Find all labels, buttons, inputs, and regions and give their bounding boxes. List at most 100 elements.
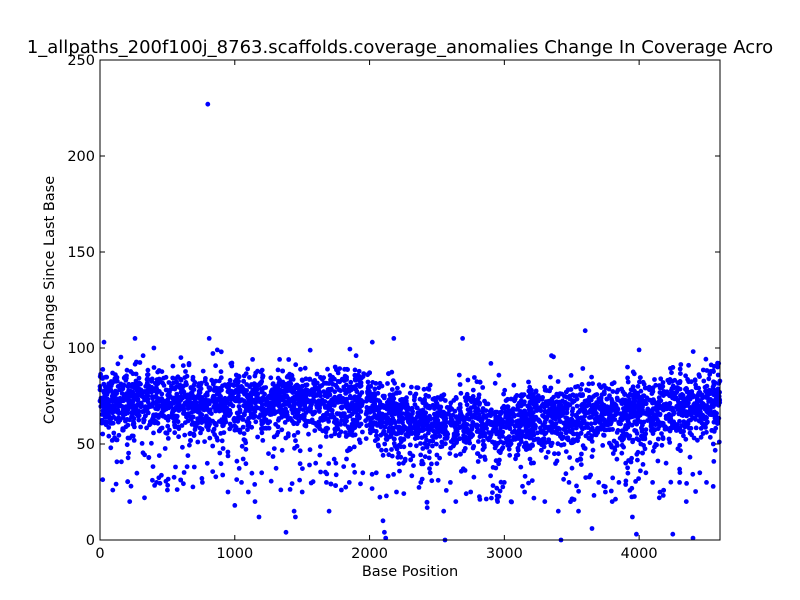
data-point [522, 473, 528, 479]
data-point [715, 421, 720, 426]
data-point [704, 383, 710, 389]
data-point [649, 428, 654, 433]
data-point [125, 384, 131, 389]
data-point [240, 456, 246, 462]
data-point [388, 405, 394, 410]
data-point [690, 535, 696, 541]
data-point [453, 396, 459, 401]
data-point [125, 455, 131, 461]
data-point [639, 411, 645, 416]
data-point [636, 476, 641, 481]
data-point [331, 456, 337, 462]
data-point [219, 438, 225, 444]
data-point [500, 445, 506, 450]
data-point [463, 491, 469, 497]
data-point [512, 423, 518, 428]
data-point [306, 431, 311, 437]
data-point [672, 377, 678, 383]
data-point [703, 425, 708, 430]
data-point [210, 351, 216, 356]
data-point [458, 390, 464, 396]
data-point [667, 428, 673, 434]
data-point [614, 389, 620, 395]
data-point [124, 417, 130, 422]
data-point [704, 480, 709, 485]
data-point [297, 448, 303, 454]
data-point [340, 411, 346, 417]
data-point [247, 384, 253, 390]
data-point [147, 419, 153, 425]
data-point [570, 392, 576, 398]
data-point [555, 508, 561, 514]
data-point [443, 441, 448, 447]
data-point [482, 454, 487, 460]
data-point [337, 366, 343, 371]
data-point [695, 437, 700, 443]
data-point [334, 423, 340, 428]
data-point [393, 424, 399, 430]
data-point [636, 437, 642, 443]
data-point [102, 390, 108, 396]
data-point [107, 415, 112, 421]
data-point [303, 410, 309, 415]
data-point [594, 411, 599, 416]
data-point [341, 378, 347, 383]
data-point [531, 415, 537, 420]
data-point [318, 444, 323, 449]
data-point [199, 426, 205, 432]
data-point [318, 469, 323, 475]
data-point [252, 373, 258, 379]
data-point [521, 413, 527, 419]
data-point [235, 418, 241, 424]
data-point [496, 372, 502, 378]
data-point [411, 463, 416, 468]
data-point [706, 376, 712, 382]
data-point [153, 406, 159, 411]
data-point [478, 428, 484, 433]
data-point [236, 414, 241, 420]
data-point [625, 470, 631, 476]
data-point [712, 410, 718, 416]
data-point [547, 407, 552, 412]
data-point [120, 411, 126, 417]
data-point [696, 418, 702, 424]
data-point [132, 361, 138, 367]
data-point [710, 368, 716, 374]
data-point [382, 393, 387, 399]
data-point [534, 407, 540, 413]
data-point [165, 436, 171, 441]
data-point [566, 480, 572, 485]
data-point [134, 470, 140, 476]
data-point [397, 418, 403, 424]
data-point [526, 480, 531, 486]
data-point [113, 481, 119, 487]
data-point [185, 453, 191, 458]
data-point [696, 398, 702, 403]
data-point [387, 392, 393, 398]
data-point [452, 408, 458, 414]
data-point [623, 478, 629, 484]
data-point [570, 400, 575, 405]
data-point [303, 423, 309, 429]
data-point [625, 375, 630, 381]
data-point [114, 437, 120, 443]
data-point [690, 349, 696, 354]
data-point [678, 362, 684, 367]
data-point [288, 416, 293, 421]
data-point [108, 445, 114, 451]
data-point [654, 416, 660, 422]
data-point [346, 480, 352, 485]
data-point [426, 455, 432, 461]
data-point [590, 447, 596, 453]
data-point [589, 526, 595, 531]
data-point [522, 408, 527, 414]
data-point [519, 394, 525, 399]
data-point [221, 430, 227, 435]
data-point [710, 484, 716, 489]
data-point [678, 371, 683, 376]
data-point [596, 480, 602, 485]
data-point [228, 390, 234, 396]
data-point [114, 459, 120, 465]
data-point [516, 424, 522, 429]
